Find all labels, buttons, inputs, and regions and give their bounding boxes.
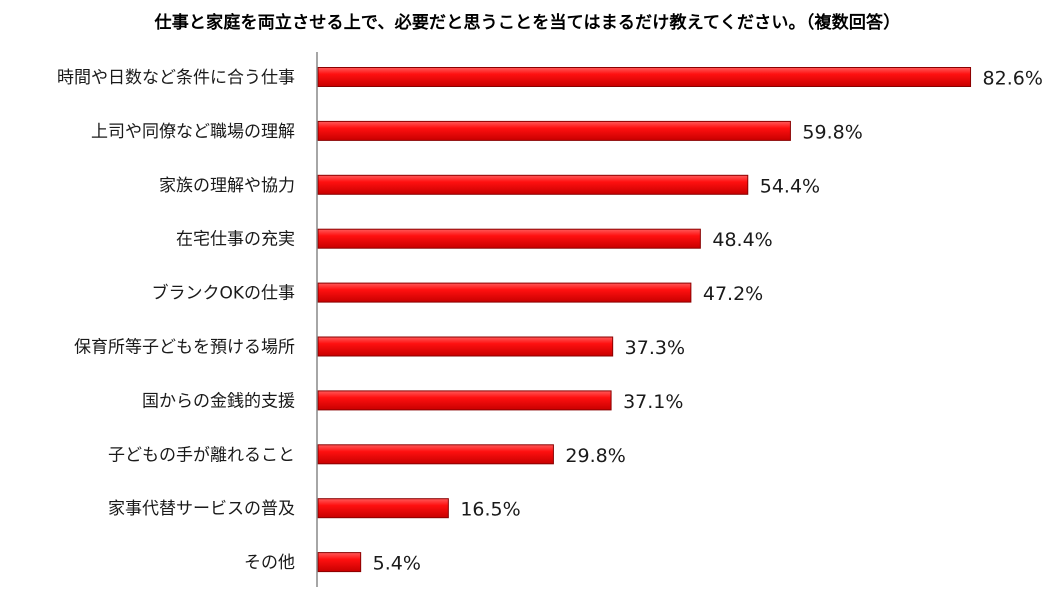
bar-2 [317, 174, 749, 195]
bar-0 [317, 67, 972, 87]
bar-1 [317, 120, 791, 141]
value-label-9: 5.4% [373, 553, 421, 575]
category-label-0: 時間や日数など条件に合う仕事 [57, 68, 295, 88]
category-label-9: その他 [244, 553, 295, 573]
value-label-5: 37.3% [625, 337, 685, 359]
value-label-1: 59.8% [802, 121, 862, 143]
value-label-7: 29.8% [565, 445, 625, 467]
value-label-2: 54.4% [760, 175, 820, 197]
value-label-6: 37.1% [623, 391, 683, 413]
bar-4 [317, 282, 692, 303]
bar-6 [317, 390, 612, 411]
chart-title: 仕事と家庭を両立させる上で、必要だと思うことを当てはまるだけ教えてください。（複… [154, 13, 901, 33]
bar-5 [317, 336, 614, 357]
category-label-8: 家事代替サービスの普及 [108, 499, 295, 519]
value-label-8: 16.5% [460, 499, 520, 521]
category-label-5: 保育所等子どもを預ける場所 [74, 338, 295, 358]
category-label-6: 国からの金銭的支援 [142, 391, 295, 411]
value-label-3: 48.4% [712, 229, 772, 251]
bar-9 [317, 552, 362, 573]
category-label-3: 在宅仕事の充実 [176, 230, 295, 250]
value-label-4: 47.2% [703, 283, 763, 305]
value-label-0: 82.6% [983, 68, 1043, 90]
bar-3 [317, 228, 701, 249]
category-label-1: 上司や同僚など職場の理解 [91, 122, 295, 142]
category-label-2: 家族の理解や協力 [159, 176, 295, 196]
bar-8 [317, 498, 449, 519]
bar-7 [317, 444, 554, 465]
category-label-7: 子どもの手が離れること [108, 445, 295, 465]
category-label-4: ブランクOKの仕事 [151, 283, 295, 304]
